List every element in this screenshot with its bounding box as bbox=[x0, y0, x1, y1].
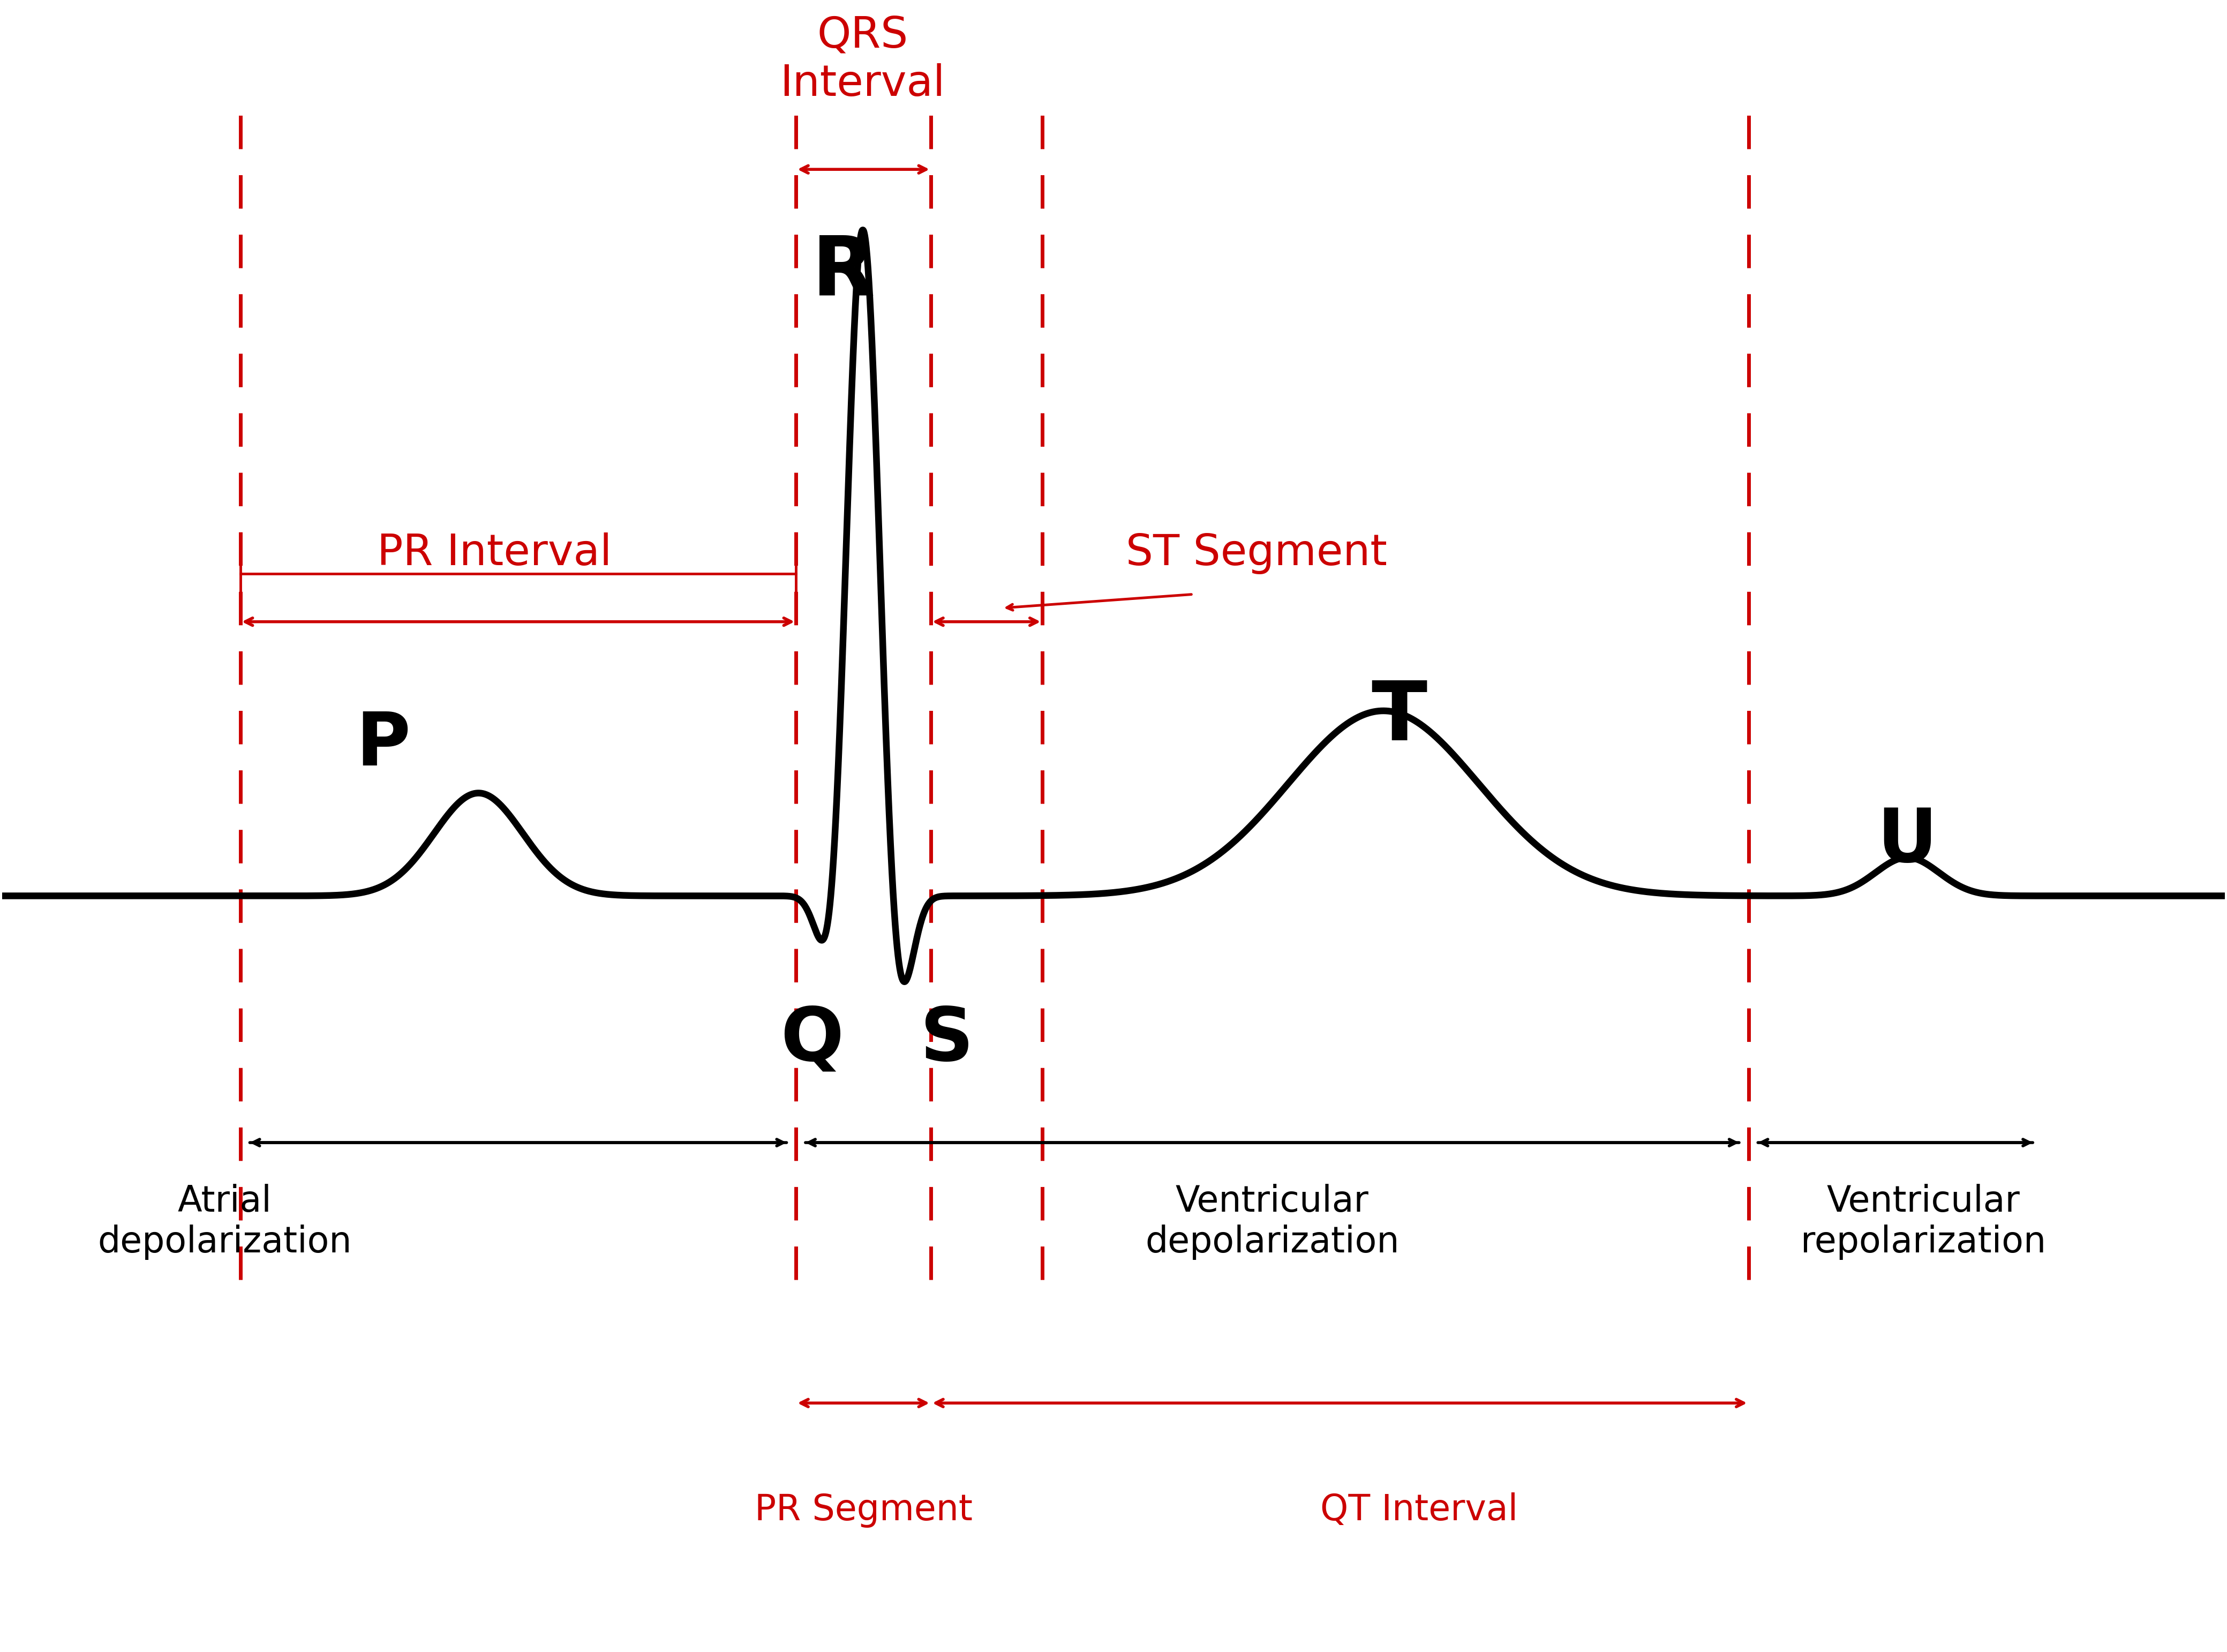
Text: Atrial
depolarization: Atrial depolarization bbox=[98, 1184, 352, 1260]
Text: QRS
Interval: QRS Interval bbox=[779, 15, 944, 104]
Text: PR Interval: PR Interval bbox=[376, 532, 612, 573]
Text: U: U bbox=[1877, 805, 1937, 877]
Text: QT Interval: QT Interval bbox=[1321, 1492, 1519, 1528]
Text: PR Segment: PR Segment bbox=[755, 1492, 973, 1528]
Text: Q: Q bbox=[779, 1004, 844, 1075]
Text: S: S bbox=[920, 1004, 973, 1075]
Text: ST Segment: ST Segment bbox=[1125, 532, 1387, 573]
Text: T: T bbox=[1372, 677, 1428, 758]
Text: Ventricular
depolarization: Ventricular depolarization bbox=[1145, 1184, 1399, 1260]
Text: P: P bbox=[356, 709, 410, 781]
Text: R: R bbox=[813, 233, 875, 312]
Text: Ventricular
repolarization: Ventricular repolarization bbox=[1799, 1184, 2047, 1260]
